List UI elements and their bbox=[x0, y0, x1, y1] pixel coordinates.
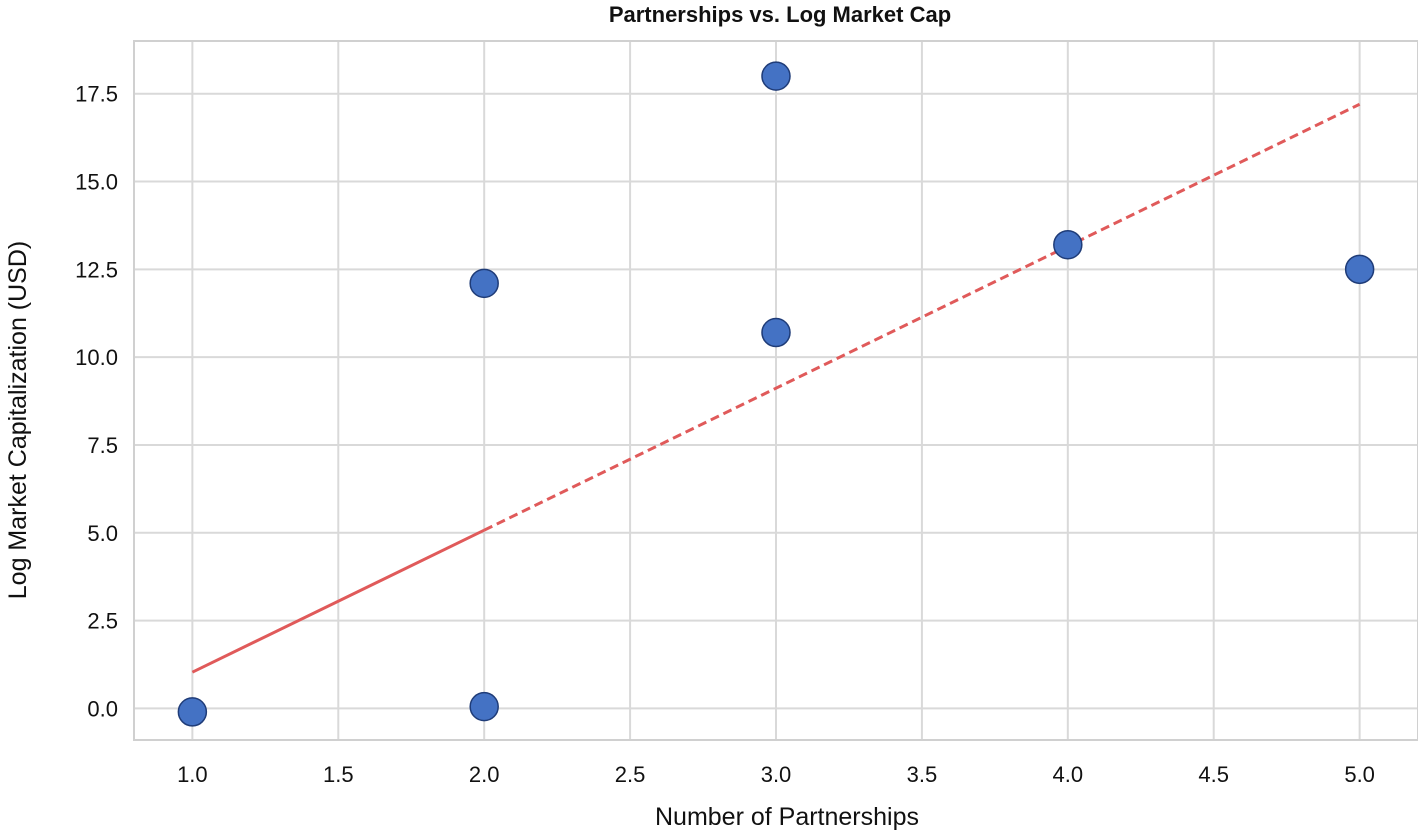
y-tick-labels: 0.0 2.5 5.0 7.5 10.0 12.5 15.0 17.5 bbox=[75, 82, 118, 722]
y-tick-label: 10.0 bbox=[75, 345, 118, 370]
x-tick-label: 2.0 bbox=[469, 762, 500, 787]
y-tick-label: 7.5 bbox=[87, 433, 118, 458]
data-point bbox=[761, 61, 791, 91]
data-point bbox=[1344, 254, 1375, 285]
x-tick-label: 4.0 bbox=[1053, 762, 1084, 787]
y-axis-label: Log Market Capitalization (USD) bbox=[4, 241, 32, 599]
plot-frame bbox=[133, 40, 1418, 741]
data-points bbox=[177, 61, 1375, 727]
y-tick-label: 15.0 bbox=[75, 170, 118, 195]
x-tick-label: 5.0 bbox=[1344, 762, 1375, 787]
y-tick-label: 17.5 bbox=[75, 82, 118, 107]
data-point bbox=[177, 697, 208, 727]
x-tick-label: 1.5 bbox=[323, 762, 354, 787]
trendline-dashed bbox=[483, 102, 1361, 532]
x-tick-labels: 1.0 1.5 2.0 2.5 3.0 3.5 4.0 4.5 5.0 bbox=[177, 762, 1375, 787]
y-tick-label: 5.0 bbox=[87, 521, 118, 546]
y-tick-label: 2.5 bbox=[87, 609, 118, 634]
data-point bbox=[1053, 229, 1083, 260]
x-tick-label: 3.5 bbox=[907, 762, 938, 787]
x-axis-label: Number of Partnerships bbox=[655, 803, 919, 831]
y-tick-label: 12.5 bbox=[75, 257, 118, 282]
x-tick-label: 3.0 bbox=[761, 762, 792, 787]
trendline bbox=[191, 102, 1361, 674]
data-point bbox=[469, 691, 499, 722]
x-tick-label: 1.0 bbox=[177, 762, 208, 787]
data-point bbox=[761, 317, 791, 348]
y-tick-label: 0.0 bbox=[87, 696, 118, 721]
x-tick-label: 4.5 bbox=[1198, 762, 1229, 787]
data-point bbox=[469, 268, 499, 299]
x-tick-label: 2.5 bbox=[615, 762, 646, 787]
chart-title: Partnerships vs. Log Market Cap bbox=[609, 2, 951, 27]
grid bbox=[134, 41, 1418, 740]
trendline-solid bbox=[191, 528, 485, 674]
